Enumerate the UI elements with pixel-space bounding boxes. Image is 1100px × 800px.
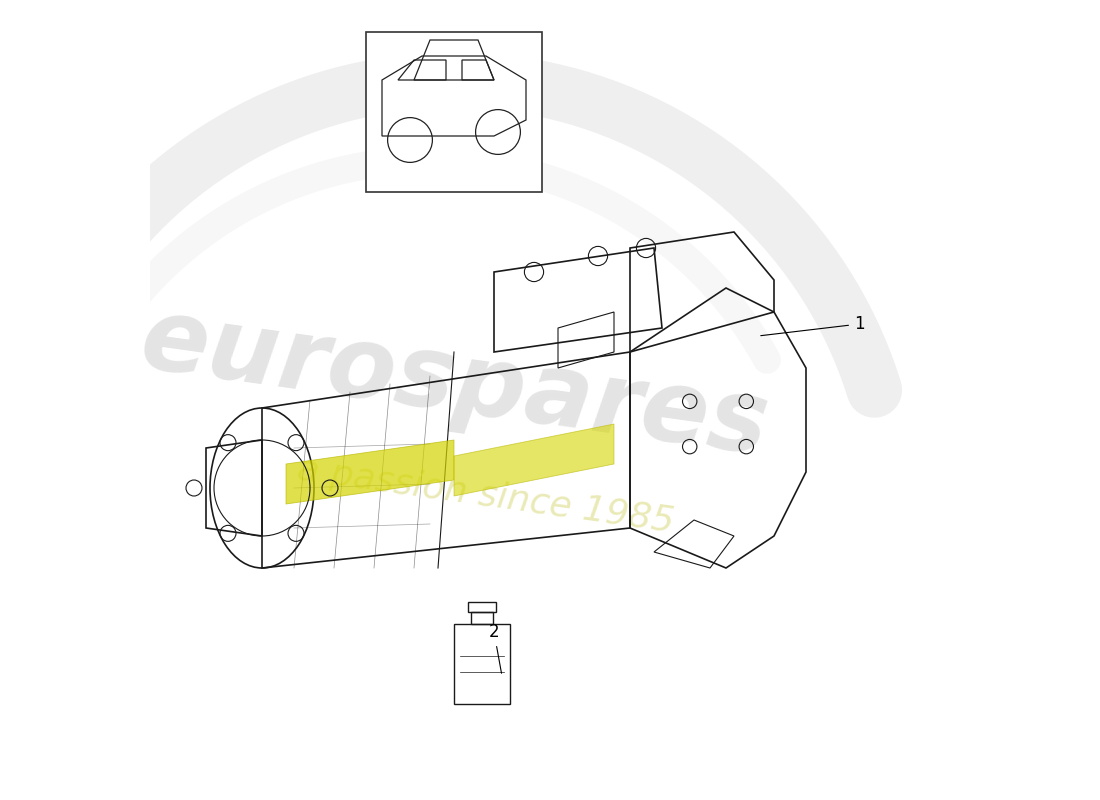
Bar (468, 602, 496, 612)
Text: 2: 2 (488, 623, 502, 674)
Polygon shape (454, 424, 614, 496)
Bar (471, 612, 493, 624)
Bar (454, 624, 510, 704)
Polygon shape (286, 440, 454, 504)
Text: eurospares: eurospares (134, 292, 774, 476)
Text: 1: 1 (761, 315, 865, 336)
Text: a passion since 1985: a passion since 1985 (296, 453, 676, 539)
FancyBboxPatch shape (366, 32, 542, 192)
